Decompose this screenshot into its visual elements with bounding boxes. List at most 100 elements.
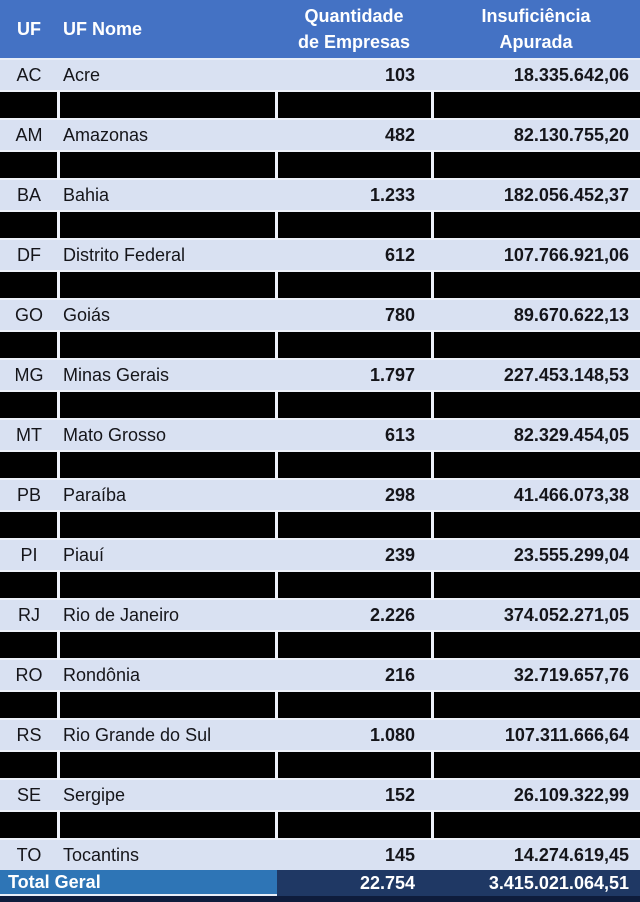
redaction-bar	[60, 812, 275, 838]
cell-company-count: 780	[384, 304, 415, 325]
redaction-bar	[60, 752, 275, 778]
redaction-bar	[278, 92, 431, 118]
data-row: AM Amazonas 482 82.130.755,20	[0, 120, 640, 150]
redacted-row	[0, 210, 640, 240]
redaction-bar	[278, 152, 431, 178]
redaction-bar	[278, 572, 431, 598]
column-header-insuficiencia: Insuficiência Apurada	[432, 0, 640, 58]
data-row: MG Minas Gerais 1.797 227.453.148,53	[0, 360, 640, 390]
cell-uf-name: Goiás	[63, 304, 111, 325]
cell-uf-name: Rio de Janeiro	[63, 604, 180, 625]
table-header-row: UF UF Nome Quantidade de Empresas Insufi…	[0, 0, 640, 60]
redacted-row	[0, 690, 640, 720]
data-row: SE Sergipe 152 26.109.322,99	[0, 780, 640, 810]
cell-uf-name: Rondônia	[63, 664, 141, 685]
total-company-count: 22.754	[359, 872, 415, 893]
redacted-row	[0, 150, 640, 180]
column-header-uf-label: UF	[17, 18, 41, 39]
redaction-bar	[60, 452, 275, 478]
column-header-uf-nome-label: UF Nome	[63, 18, 143, 39]
redaction-bar	[60, 572, 275, 598]
total-row: Total Geral 22.754 3.415.021.064,51	[0, 870, 640, 902]
redacted-row	[0, 810, 640, 840]
cell-company-count: 152	[384, 784, 415, 805]
cell-uf-name: Mato Grosso	[63, 424, 167, 445]
cell-company-count: 613	[384, 424, 415, 445]
redacted-row	[0, 630, 640, 660]
total-label-cell: Total Geral	[0, 870, 277, 896]
redaction-bar	[0, 92, 57, 118]
redacted-row	[0, 390, 640, 420]
data-row: TO Tocantins 145 14.274.619,45	[0, 840, 640, 870]
redaction-bar	[278, 332, 431, 358]
cell-company-count: 1.233	[369, 184, 415, 205]
cell-uf-code: RJ	[18, 604, 40, 625]
cell-uf-name: Amazonas	[63, 124, 149, 145]
data-row: AC Acre 103 18.335.642,06	[0, 60, 640, 90]
cell-company-count: 298	[384, 484, 415, 505]
cell-uf-name: Paraíba	[63, 484, 127, 505]
data-row: RS Rio Grande do Sul 1.080 107.311.666,6…	[0, 720, 640, 750]
data-row: RO Rondônia 216 32.719.657,76	[0, 660, 640, 690]
redaction-bar	[60, 272, 275, 298]
cell-uf-name: Rio Grande do Sul	[63, 724, 212, 745]
cell-insufficiency-amount: 182.056.452,37	[503, 184, 629, 205]
redaction-bar	[434, 212, 640, 238]
redaction-bar	[434, 632, 640, 658]
cell-insufficiency-amount: 227.453.148,53	[503, 364, 629, 385]
redaction-bar	[60, 692, 275, 718]
redaction-bar	[278, 752, 431, 778]
data-row: MT Mato Grosso 613 82.329.454,05	[0, 420, 640, 450]
cell-insufficiency-amount: 32.719.657,76	[513, 664, 629, 685]
cell-uf-code: TO	[16, 844, 42, 865]
column-header-insuficiencia-line2: Apurada	[499, 32, 573, 52]
redaction-bar	[60, 632, 275, 658]
cell-company-count: 103	[384, 64, 415, 85]
redaction-bar	[434, 812, 640, 838]
redaction-bar	[278, 392, 431, 418]
redaction-bar	[434, 332, 640, 358]
redacted-row	[0, 330, 640, 360]
redaction-bar	[0, 692, 57, 718]
redaction-bar	[0, 272, 57, 298]
cell-uf-code: GO	[14, 304, 43, 325]
cell-uf-code: MT	[16, 424, 42, 445]
cell-insufficiency-amount: 41.466.073,38	[513, 484, 629, 505]
data-row: GO Goiás 780 89.670.622,13	[0, 300, 640, 330]
redaction-bar	[434, 152, 640, 178]
cell-uf-code: DF	[17, 244, 41, 265]
redaction-bar	[0, 212, 57, 238]
redacted-row	[0, 270, 640, 300]
cell-company-count: 145	[384, 844, 415, 865]
redaction-bar	[278, 212, 431, 238]
cell-uf-code: MG	[14, 364, 44, 385]
cell-insufficiency-amount: 82.130.755,20	[513, 124, 629, 145]
total-label: Total Geral	[8, 871, 101, 892]
redaction-bar	[434, 92, 640, 118]
redaction-bar	[278, 512, 431, 538]
cell-insufficiency-amount: 26.109.322,99	[513, 784, 629, 805]
cell-uf-name: Distrito Federal	[63, 244, 186, 265]
total-values-cell: 22.754 3.415.021.064,51	[277, 870, 640, 896]
redaction-bar	[60, 152, 275, 178]
cell-insufficiency-amount: 89.670.622,13	[513, 304, 629, 325]
data-row: PI Piauí 239 23.555.299,04	[0, 540, 640, 570]
redaction-bar	[0, 512, 57, 538]
redacted-row	[0, 510, 640, 540]
cell-uf-name: Tocantins	[63, 844, 140, 865]
column-header-quantidade: Quantidade de Empresas	[276, 0, 432, 58]
cell-uf-name: Sergipe	[63, 784, 126, 805]
cell-uf-name: Minas Gerais	[63, 364, 170, 385]
cell-company-count: 239	[384, 544, 415, 565]
redaction-bar	[278, 812, 431, 838]
cell-uf-code: SE	[16, 784, 41, 805]
cell-company-count: 216	[384, 664, 415, 685]
redacted-row	[0, 90, 640, 120]
cell-insufficiency-amount: 23.555.299,04	[513, 544, 629, 565]
total-insufficiency-amount: 3.415.021.064,51	[488, 872, 629, 893]
redaction-bar	[0, 812, 57, 838]
redaction-bar	[278, 452, 431, 478]
redaction-bar	[278, 272, 431, 298]
redacted-row	[0, 450, 640, 480]
